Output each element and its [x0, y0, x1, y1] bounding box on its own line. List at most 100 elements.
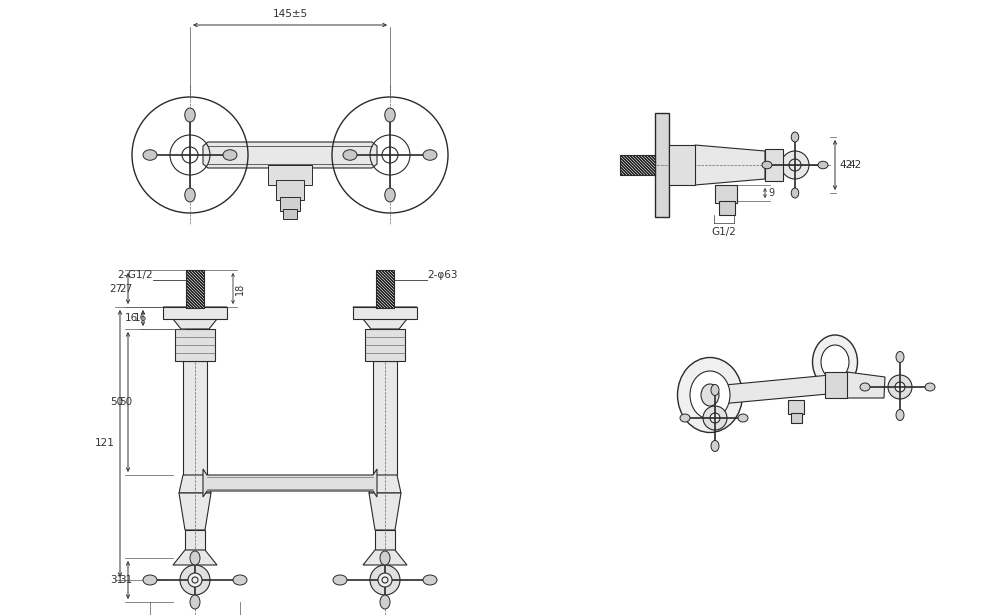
Polygon shape [179, 493, 211, 530]
Polygon shape [203, 469, 377, 497]
Circle shape [703, 406, 727, 430]
Text: 31: 31 [119, 575, 132, 585]
Bar [163, 307, 227, 319]
Text: 27: 27 [110, 284, 123, 293]
Ellipse shape [143, 149, 157, 161]
Ellipse shape [423, 149, 437, 161]
Ellipse shape [233, 575, 247, 585]
Ellipse shape [423, 575, 437, 585]
Text: 50: 50 [110, 397, 123, 407]
Bar [620, 155, 655, 175]
Ellipse shape [385, 188, 395, 202]
Polygon shape [720, 375, 830, 404]
Polygon shape [369, 475, 401, 493]
Bar [353, 307, 417, 319]
Polygon shape [363, 550, 407, 565]
Bar [791, 413, 802, 423]
Ellipse shape [190, 595, 200, 609]
Ellipse shape [385, 108, 395, 122]
Bar [719, 201, 735, 215]
Polygon shape [173, 550, 217, 565]
Text: 42: 42 [848, 160, 861, 170]
Polygon shape [373, 361, 397, 475]
Bar [376, 270, 394, 308]
Ellipse shape [762, 161, 772, 169]
Ellipse shape [701, 384, 719, 406]
Bar [283, 209, 297, 219]
Polygon shape [846, 372, 885, 398]
Circle shape [188, 573, 202, 587]
Text: 16: 16 [125, 313, 138, 323]
Text: 121: 121 [95, 438, 115, 448]
Ellipse shape [896, 410, 904, 421]
Ellipse shape [791, 132, 799, 142]
Polygon shape [375, 530, 395, 550]
Text: 9: 9 [768, 188, 774, 198]
Ellipse shape [380, 595, 390, 609]
Polygon shape [175, 329, 215, 361]
Bar [655, 113, 669, 217]
Circle shape [895, 382, 905, 392]
Bar [620, 155, 655, 175]
Circle shape [710, 413, 720, 423]
Polygon shape [179, 475, 211, 493]
Ellipse shape [860, 383, 870, 391]
Bar [669, 145, 695, 185]
Polygon shape [695, 145, 765, 185]
Text: 31: 31 [110, 575, 123, 585]
Ellipse shape [680, 414, 690, 422]
Polygon shape [163, 307, 227, 319]
Bar [280, 197, 300, 211]
Text: 27: 27 [119, 284, 132, 293]
Bar [268, 165, 312, 185]
Polygon shape [173, 319, 217, 329]
Circle shape [370, 565, 400, 595]
Ellipse shape [812, 335, 858, 389]
Ellipse shape [343, 149, 357, 161]
Ellipse shape [333, 575, 347, 585]
Ellipse shape [380, 551, 390, 565]
Ellipse shape [791, 188, 799, 198]
Text: 16: 16 [134, 313, 147, 323]
Bar [276, 180, 304, 200]
Bar [788, 400, 804, 414]
Text: 50: 50 [119, 397, 132, 407]
Circle shape [180, 565, 210, 595]
Ellipse shape [896, 352, 904, 362]
Ellipse shape [711, 384, 719, 395]
Ellipse shape [143, 575, 157, 585]
Polygon shape [369, 493, 401, 530]
Ellipse shape [185, 108, 195, 122]
Text: G1/2: G1/2 [712, 227, 736, 237]
Ellipse shape [185, 188, 195, 202]
Ellipse shape [711, 440, 719, 451]
Text: 42: 42 [840, 160, 853, 170]
Polygon shape [353, 307, 417, 319]
Ellipse shape [738, 414, 748, 422]
Text: 2-φ63: 2-φ63 [427, 270, 458, 280]
Polygon shape [363, 319, 407, 329]
Text: 2-G1/2: 2-G1/2 [117, 270, 153, 280]
Ellipse shape [818, 161, 828, 169]
Bar [825, 372, 847, 398]
Circle shape [888, 375, 912, 399]
Text: 145±5: 145±5 [272, 9, 308, 19]
Polygon shape [203, 142, 377, 168]
Circle shape [378, 573, 392, 587]
Bar [715, 185, 737, 203]
Polygon shape [183, 361, 207, 475]
Ellipse shape [223, 149, 237, 161]
Ellipse shape [925, 383, 935, 391]
Text: 18: 18 [235, 282, 245, 295]
Ellipse shape [821, 345, 849, 379]
Polygon shape [365, 329, 405, 361]
Bar [186, 270, 204, 308]
Circle shape [781, 151, 809, 179]
Ellipse shape [190, 551, 200, 565]
Bar [765, 149, 783, 181]
Ellipse shape [678, 357, 742, 432]
Bar [186, 270, 204, 308]
Polygon shape [185, 530, 205, 550]
Bar [376, 270, 394, 308]
Ellipse shape [690, 371, 730, 419]
